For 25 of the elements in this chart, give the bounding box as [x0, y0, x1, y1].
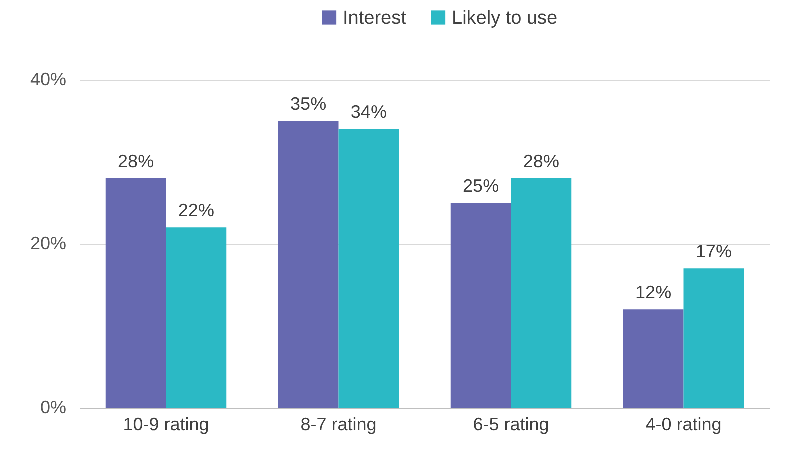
x-tick-label: 10-9 rating	[123, 414, 210, 434]
legend-label: Likely to use	[452, 8, 558, 29]
y-tick-label: 20%	[30, 234, 66, 254]
data-label: 12%	[636, 282, 672, 303]
data-label: 25%	[463, 176, 500, 196]
bar	[338, 129, 400, 408]
bar	[278, 121, 339, 408]
bar	[450, 203, 512, 408]
y-tick-label: 40%	[30, 70, 66, 90]
data-label: 34%	[350, 102, 387, 122]
x-tick-label: 6-5 rating	[473, 414, 550, 434]
data-label: 22%	[178, 200, 214, 221]
bar	[511, 178, 572, 408]
x-tick-label: 8-7 rating	[300, 414, 377, 434]
data-label: 28%	[118, 151, 154, 172]
y-tick-label: 0%	[40, 398, 66, 418]
data-label: 28%	[523, 151, 560, 172]
bar	[684, 268, 744, 408]
data-label: 35%	[290, 94, 327, 114]
bar	[166, 228, 227, 408]
x-tick-label: 4-0 rating	[646, 414, 722, 434]
data-label: 17%	[696, 242, 732, 262]
bar	[623, 310, 684, 408]
bar	[106, 178, 166, 408]
legend-label: Interest	[343, 8, 408, 29]
